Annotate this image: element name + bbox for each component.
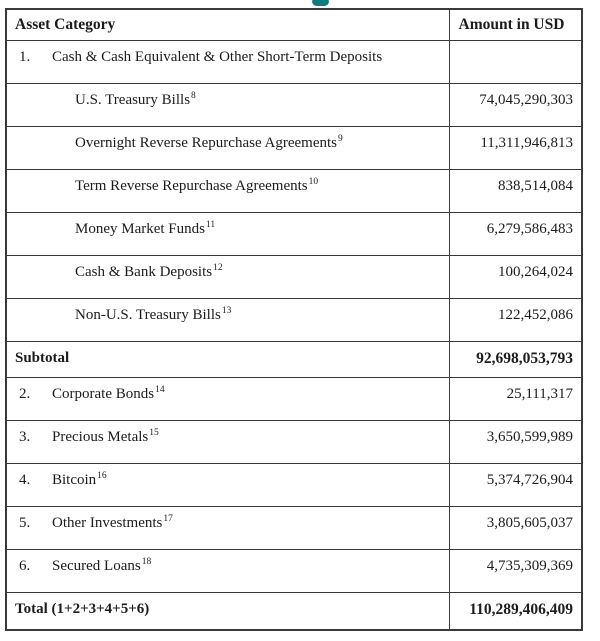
asset-cell: 1. Cash & Cash Equivalent & Other Short-T… [5, 39, 450, 84]
table-row: U.S. Treasury Bills8 74,045,290,303 [5, 82, 583, 127]
asset-label: Other Investments [52, 514, 163, 531]
footnote-reference: 8 [191, 90, 196, 101]
amount-cell: 110,289,406,409 [448, 591, 583, 631]
table-row: Subtotal 92,698,053,793 [5, 340, 583, 378]
table-row: Non-U.S. Treasury Bills13 122,452,086 [5, 297, 583, 342]
asset-holdings-table: Asset Category Amount in USD 1. Cash & Ca… [5, 8, 583, 631]
table-row: 2. Corporate Bonds14 25,111,317 [5, 376, 583, 421]
partial-title-glyph [312, 0, 329, 6]
asset-cell: Subtotal [5, 340, 450, 378]
asset-cell: 5. Other Investments17 [5, 505, 450, 550]
row-number: 6. [19, 557, 31, 574]
table-row: 6. Secured Loans18 4,735,309,369 [5, 548, 583, 593]
asset-label: Subtotal [15, 349, 70, 366]
amount-cell [448, 39, 583, 84]
table-body: 1. Cash & Cash Equivalent & Other Short-T… [5, 39, 583, 631]
amount-cell: 122,452,086 [448, 297, 583, 342]
table-row: Term Reverse Repurchase Agreements10 838,… [5, 168, 583, 213]
amount-cell: 3,650,599,989 [448, 419, 583, 464]
asset-cell: Overnight Reverse Repurchase Agreements9 [5, 125, 450, 170]
amount-cell: 6,279,586,483 [448, 211, 583, 256]
table-row: 1. Cash & Cash Equivalent & Other Short-T… [5, 39, 583, 84]
amount-cell: 838,514,084 [448, 168, 583, 213]
amount-cell: 25,111,317 [448, 376, 583, 421]
footnote-reference: 15 [149, 427, 159, 438]
footnote-reference: 12 [213, 262, 223, 273]
footnote-reference: 16 [97, 470, 107, 481]
asset-cell: U.S. Treasury Bills8 [5, 82, 450, 127]
amount-cell: 4,735,309,369 [448, 548, 583, 593]
amount-cell: 5,374,726,904 [448, 462, 583, 507]
row-number: 1. [19, 48, 31, 65]
amount-cell: 11,311,946,813 [448, 125, 583, 170]
footnote-reference: 9 [338, 133, 343, 144]
row-number: 4. [19, 471, 31, 488]
footnote-reference: 18 [141, 556, 152, 567]
footnote-reference: 11 [206, 219, 216, 230]
asset-cell: 3. Precious Metals15 [5, 419, 450, 464]
asset-cell: Cash & Bank Deposits12 [5, 254, 450, 299]
row-number: 2. [19, 385, 31, 402]
table-row: Cash & Bank Deposits12 100,264,024 [5, 254, 583, 299]
asset-label: Non-U.S. Treasury Bills [75, 306, 221, 323]
asset-label: Cash & Bank Deposits [75, 263, 213, 280]
asset-category-header: Asset Category [5, 8, 450, 41]
amount-usd-header: Amount in USD [448, 8, 583, 41]
asset-label: Precious Metals [52, 428, 149, 445]
table-header-row: Asset Category Amount in USD [5, 8, 583, 41]
asset-label: Term Reverse Repurchase Agreements [75, 177, 308, 194]
table-row: 3. Precious Metals15 3,650,599,989 [5, 419, 583, 464]
row-number: 5. [19, 514, 31, 531]
table-row: 5. Other Investments17 3,805,605,037 [5, 505, 583, 550]
table-row: Overnight Reverse Repurchase Agreements9… [5, 125, 583, 170]
asset-cell: 6. Secured Loans18 [5, 548, 450, 593]
amount-cell: 92,698,053,793 [448, 340, 583, 378]
asset-label: Corporate Bonds [52, 385, 155, 402]
asset-cell: Non-U.S. Treasury Bills13 [5, 297, 450, 342]
amount-cell: 74,045,290,303 [448, 82, 583, 127]
asset-label: Overnight Reverse Repurchase Agreements [75, 134, 337, 151]
amount-cell: 3,805,605,037 [448, 505, 583, 550]
asset-label: Secured Loans [52, 557, 141, 574]
asset-label: Bitcoin [52, 471, 97, 488]
row-number: 3. [19, 428, 31, 445]
asset-cell: 2. Corporate Bonds14 [5, 376, 450, 421]
asset-label: U.S. Treasury Bills [75, 91, 191, 108]
footnote-reference: 17 [163, 513, 173, 524]
asset-cell: Money Market Funds11 [5, 211, 450, 256]
asset-cell: 4. Bitcoin16 [5, 462, 450, 507]
asset-cell: Total (1+2+3+4+5+6) [5, 591, 450, 631]
asset-cell: Term Reverse Repurchase Agreements10 [5, 168, 450, 213]
asset-label: Total (1+2+3+4+5+6) [15, 600, 150, 617]
footnote-reference: 14 [155, 384, 165, 395]
asset-label: Cash & Cash Equivalent & Other Short-Ter… [52, 48, 383, 65]
footnote-reference: 13 [221, 305, 232, 316]
table-row: 4. Bitcoin16 5,374,726,904 [5, 462, 583, 507]
footnote-reference: 10 [308, 176, 319, 187]
asset-label: Money Market Funds [75, 220, 205, 237]
table-row: Total (1+2+3+4+5+6) 110,289,406,409 [5, 591, 583, 631]
amount-cell: 100,264,024 [448, 254, 583, 299]
table-row: Money Market Funds11 6,279,586,483 [5, 211, 583, 256]
